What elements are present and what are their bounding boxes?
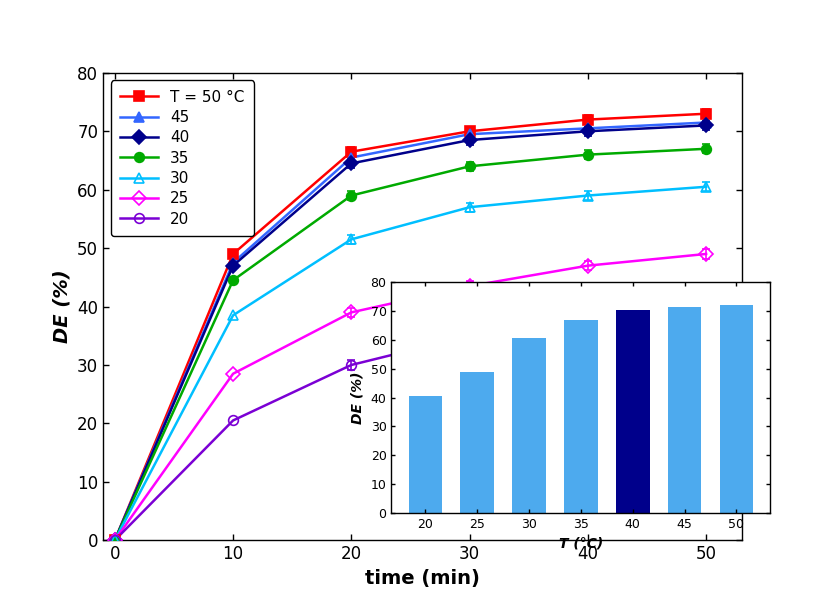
X-axis label: time (min): time (min): [365, 569, 480, 588]
Y-axis label: DE (%): DE (%): [351, 371, 365, 424]
Legend: T = 50 °C, 45, 40, 35, 30, 25, 20: T = 50 °C, 45, 40, 35, 30, 25, 20: [110, 81, 254, 236]
Bar: [616, 310, 649, 513]
Bar: [719, 305, 753, 513]
Bar: [564, 320, 597, 513]
Y-axis label: DE (%): DE (%): [53, 270, 72, 344]
Bar: [513, 339, 546, 513]
Bar: [667, 307, 701, 513]
X-axis label: T (°C): T (°C): [559, 537, 603, 551]
Bar: [409, 396, 442, 513]
Bar: [461, 371, 494, 513]
